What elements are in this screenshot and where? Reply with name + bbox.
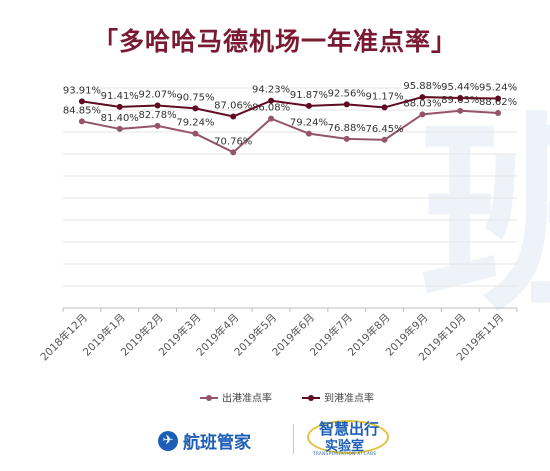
data-label: 94.23%: [252, 85, 290, 96]
footer: ✈ 航班管家 智慧出行 实验室 TRANSPORTATION AI LABS: [0, 418, 550, 458]
plane-icon: ✈: [158, 430, 178, 451]
x-tick-label: 2018年12月: [38, 311, 90, 363]
data-point: [305, 130, 312, 137]
brand-logo-hangban: ✈ 航班管家: [158, 428, 251, 453]
data-point: [305, 102, 312, 109]
legend-swatch-marker: [308, 395, 314, 401]
data-label: 88.03%: [403, 98, 441, 109]
data-label: 86.08%: [252, 103, 290, 114]
data-label: 93.91%: [63, 85, 101, 96]
data-point: [192, 105, 199, 112]
data-point: [495, 110, 502, 117]
brand-name-hangban: 航班管家: [183, 433, 251, 453]
data-point: [154, 102, 161, 109]
arrival-line: [81, 96, 499, 118]
data-point: [419, 94, 426, 101]
data-point: [457, 95, 464, 102]
data-point: [268, 115, 275, 122]
legend-swatch-marker: [206, 395, 212, 401]
departure-line: [81, 109, 499, 154]
data-point: [230, 113, 237, 120]
data-label: 76.45%: [366, 124, 404, 135]
data-label: 82.78%: [139, 110, 177, 121]
data-point: [78, 118, 85, 125]
brand-logo-lab: 智慧出行 实验室 TRANSPORTATION AI LABS: [305, 416, 415, 458]
ring-icon: [307, 420, 389, 454]
data-point: [192, 130, 199, 137]
data-label: 91.17%: [366, 91, 404, 102]
data-point: [154, 122, 161, 129]
data-label: 91.87%: [290, 90, 328, 101]
data-label: 95.44%: [441, 82, 479, 93]
data-point: [495, 95, 502, 102]
data-label: 95.88%: [403, 81, 441, 92]
data-label: 84.85%: [63, 105, 101, 116]
data-point: [381, 104, 388, 111]
data-label: 92.56%: [328, 88, 366, 99]
legend-label: 出港准点率: [222, 392, 272, 405]
brand-lab-line1: 智慧出行: [319, 420, 380, 438]
data-point: [381, 136, 388, 143]
data-label: 92.07%: [139, 89, 177, 100]
legend-label: 到港准点率: [324, 392, 374, 405]
data-point: [78, 98, 85, 105]
data-point: [268, 97, 275, 104]
data-point: [419, 111, 426, 118]
data-label: 70.76%: [214, 136, 252, 147]
data-label: 90.75%: [176, 92, 214, 103]
data-label: 79.24%: [290, 118, 328, 129]
svg-text:班: 班: [420, 95, 550, 340]
data-label: 88.62%: [479, 97, 517, 108]
data-label: 79.24%: [176, 118, 214, 129]
brand-lab-subtitle: TRANSPORTATION AI LABS: [313, 451, 377, 456]
data-label: 87.06%: [214, 100, 252, 111]
chart-title: 「多哈哈马德机场一年准点率」: [92, 27, 457, 56]
data-point: [116, 103, 123, 110]
data-label: 81.40%: [101, 113, 139, 124]
data-point: [457, 107, 464, 114]
data-label: 95.24%: [479, 82, 517, 93]
brand-lab-line2: 实验室: [325, 439, 365, 454]
footer-divider: [293, 424, 294, 454]
data-point: [343, 101, 350, 108]
data-point: [343, 135, 350, 142]
data-label: 76.88%: [328, 123, 366, 134]
data-point: [230, 149, 237, 156]
data-label: 91.41%: [101, 91, 139, 102]
data-point: [116, 125, 123, 132]
